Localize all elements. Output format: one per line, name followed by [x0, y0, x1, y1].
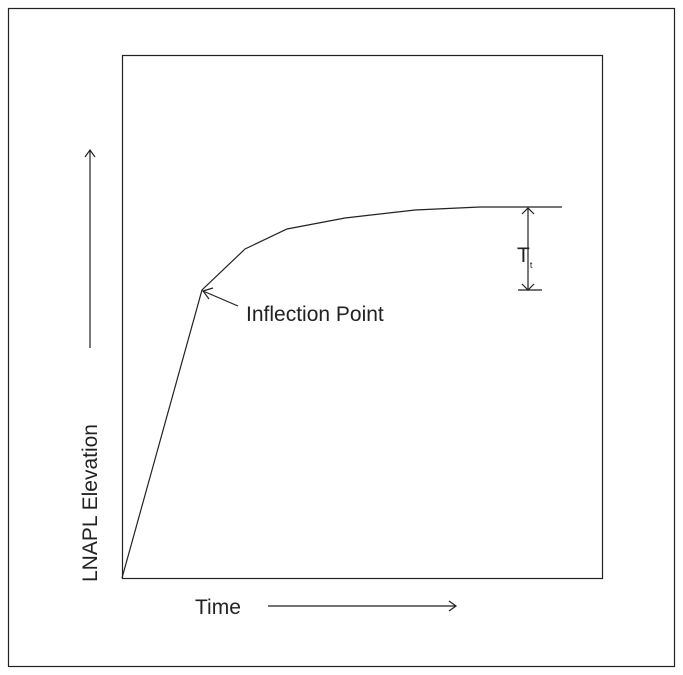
y-axis-arrow [84, 148, 96, 348]
annotation: Inflection Point [246, 303, 384, 326]
marker-subscript: t [530, 260, 533, 270]
curve [121, 206, 562, 579]
inflection-arrow [202, 287, 239, 307]
marker-dimension [518, 207, 542, 291]
x-axis-arrow [268, 600, 458, 612]
marker-text: T [517, 244, 530, 267]
plot-frame [121, 54, 604, 580]
y-axis-label: LNAPL Elevation [79, 424, 102, 582]
x-axis-label: Time [195, 596, 241, 619]
marker-label: Tt [517, 244, 533, 270]
outer-frame [7, 7, 676, 668]
